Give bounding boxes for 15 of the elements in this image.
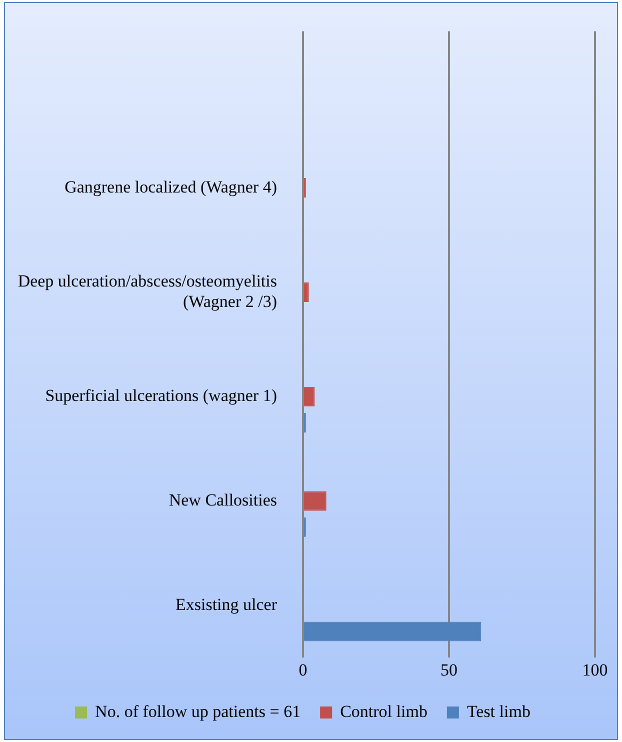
y-tick-label: New Callosities: [168, 490, 277, 510]
y-tick-label: Superficial ulcerations (wagner 1): [45, 386, 277, 406]
legend-label: Test limb: [466, 702, 530, 721]
y-tick-label: Exsisting ulcer: [175, 594, 278, 614]
bar: [304, 386, 315, 406]
legend-label: Control limb: [340, 702, 428, 721]
y-tick-label: Deep ulceration/abscess/osteomyelitis (Wagner 2 /3): [18, 271, 277, 311]
y-tick-label: Gangrene localized (Wagner 4): [64, 177, 277, 196]
x-tick-label: 0: [298, 660, 308, 680]
x-tick-label: 50: [440, 660, 458, 680]
bar: [304, 282, 309, 302]
x-tick-label: 100: [582, 660, 608, 680]
bar: [304, 491, 326, 511]
legend-label: No. of follow up patients = 61: [95, 702, 301, 721]
bar: [304, 622, 482, 642]
